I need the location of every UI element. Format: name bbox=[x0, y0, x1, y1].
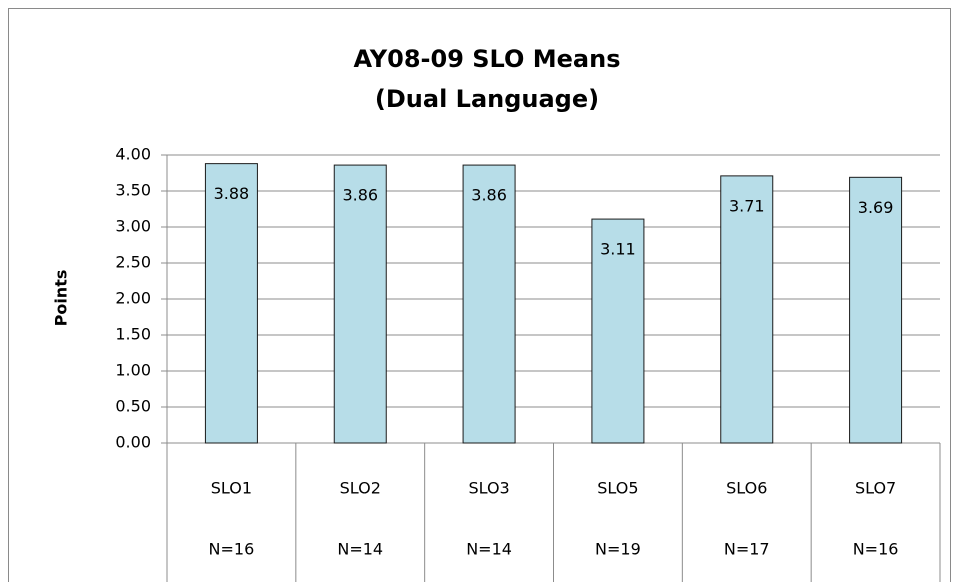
data-label: 3.69 bbox=[858, 198, 894, 217]
category-count: N=16 bbox=[209, 540, 255, 559]
category-count: N=14 bbox=[337, 540, 383, 559]
y-tick-label: 0.00 bbox=[115, 433, 151, 452]
x-tick-label: SLO1 bbox=[211, 479, 252, 498]
data-label: 3.88 bbox=[214, 184, 250, 203]
data-label: 3.86 bbox=[471, 186, 507, 205]
x-tick-label: SLO7 bbox=[855, 479, 896, 498]
bar bbox=[204, 163, 258, 444]
y-tick-label: 4.00 bbox=[115, 145, 151, 164]
x-tick-label: SLO3 bbox=[468, 479, 509, 498]
category-count: N=19 bbox=[595, 540, 641, 559]
bar bbox=[720, 175, 774, 444]
chart-subtitle: (Dual Language) bbox=[375, 85, 599, 113]
category-count: N=16 bbox=[853, 540, 899, 559]
y-tick-label: 1.00 bbox=[115, 361, 151, 380]
bar bbox=[849, 176, 903, 444]
chart-title: AY08-09 SLO Means bbox=[354, 45, 621, 73]
bar bbox=[462, 164, 516, 444]
x-tick-label: SLO2 bbox=[340, 479, 381, 498]
y-tick-label: 3.50 bbox=[115, 181, 151, 200]
data-label: 3.71 bbox=[729, 196, 765, 215]
category-count: N=14 bbox=[466, 540, 512, 559]
y-tick-label: 3.00 bbox=[115, 217, 151, 236]
y-tick-label: 2.00 bbox=[115, 289, 151, 308]
x-tick-label: SLO5 bbox=[597, 479, 638, 498]
y-tick-label: 0.50 bbox=[115, 397, 151, 416]
bar bbox=[591, 218, 645, 444]
x-tick-label: SLO6 bbox=[726, 479, 767, 498]
data-label: 3.11 bbox=[600, 240, 636, 259]
bar bbox=[333, 164, 387, 444]
category-count: N=17 bbox=[724, 540, 770, 559]
y-axis-label: Points bbox=[52, 270, 71, 327]
y-tick-label: 2.50 bbox=[115, 253, 151, 272]
y-tick-label: 1.50 bbox=[115, 325, 151, 344]
data-label: 3.86 bbox=[342, 186, 378, 205]
